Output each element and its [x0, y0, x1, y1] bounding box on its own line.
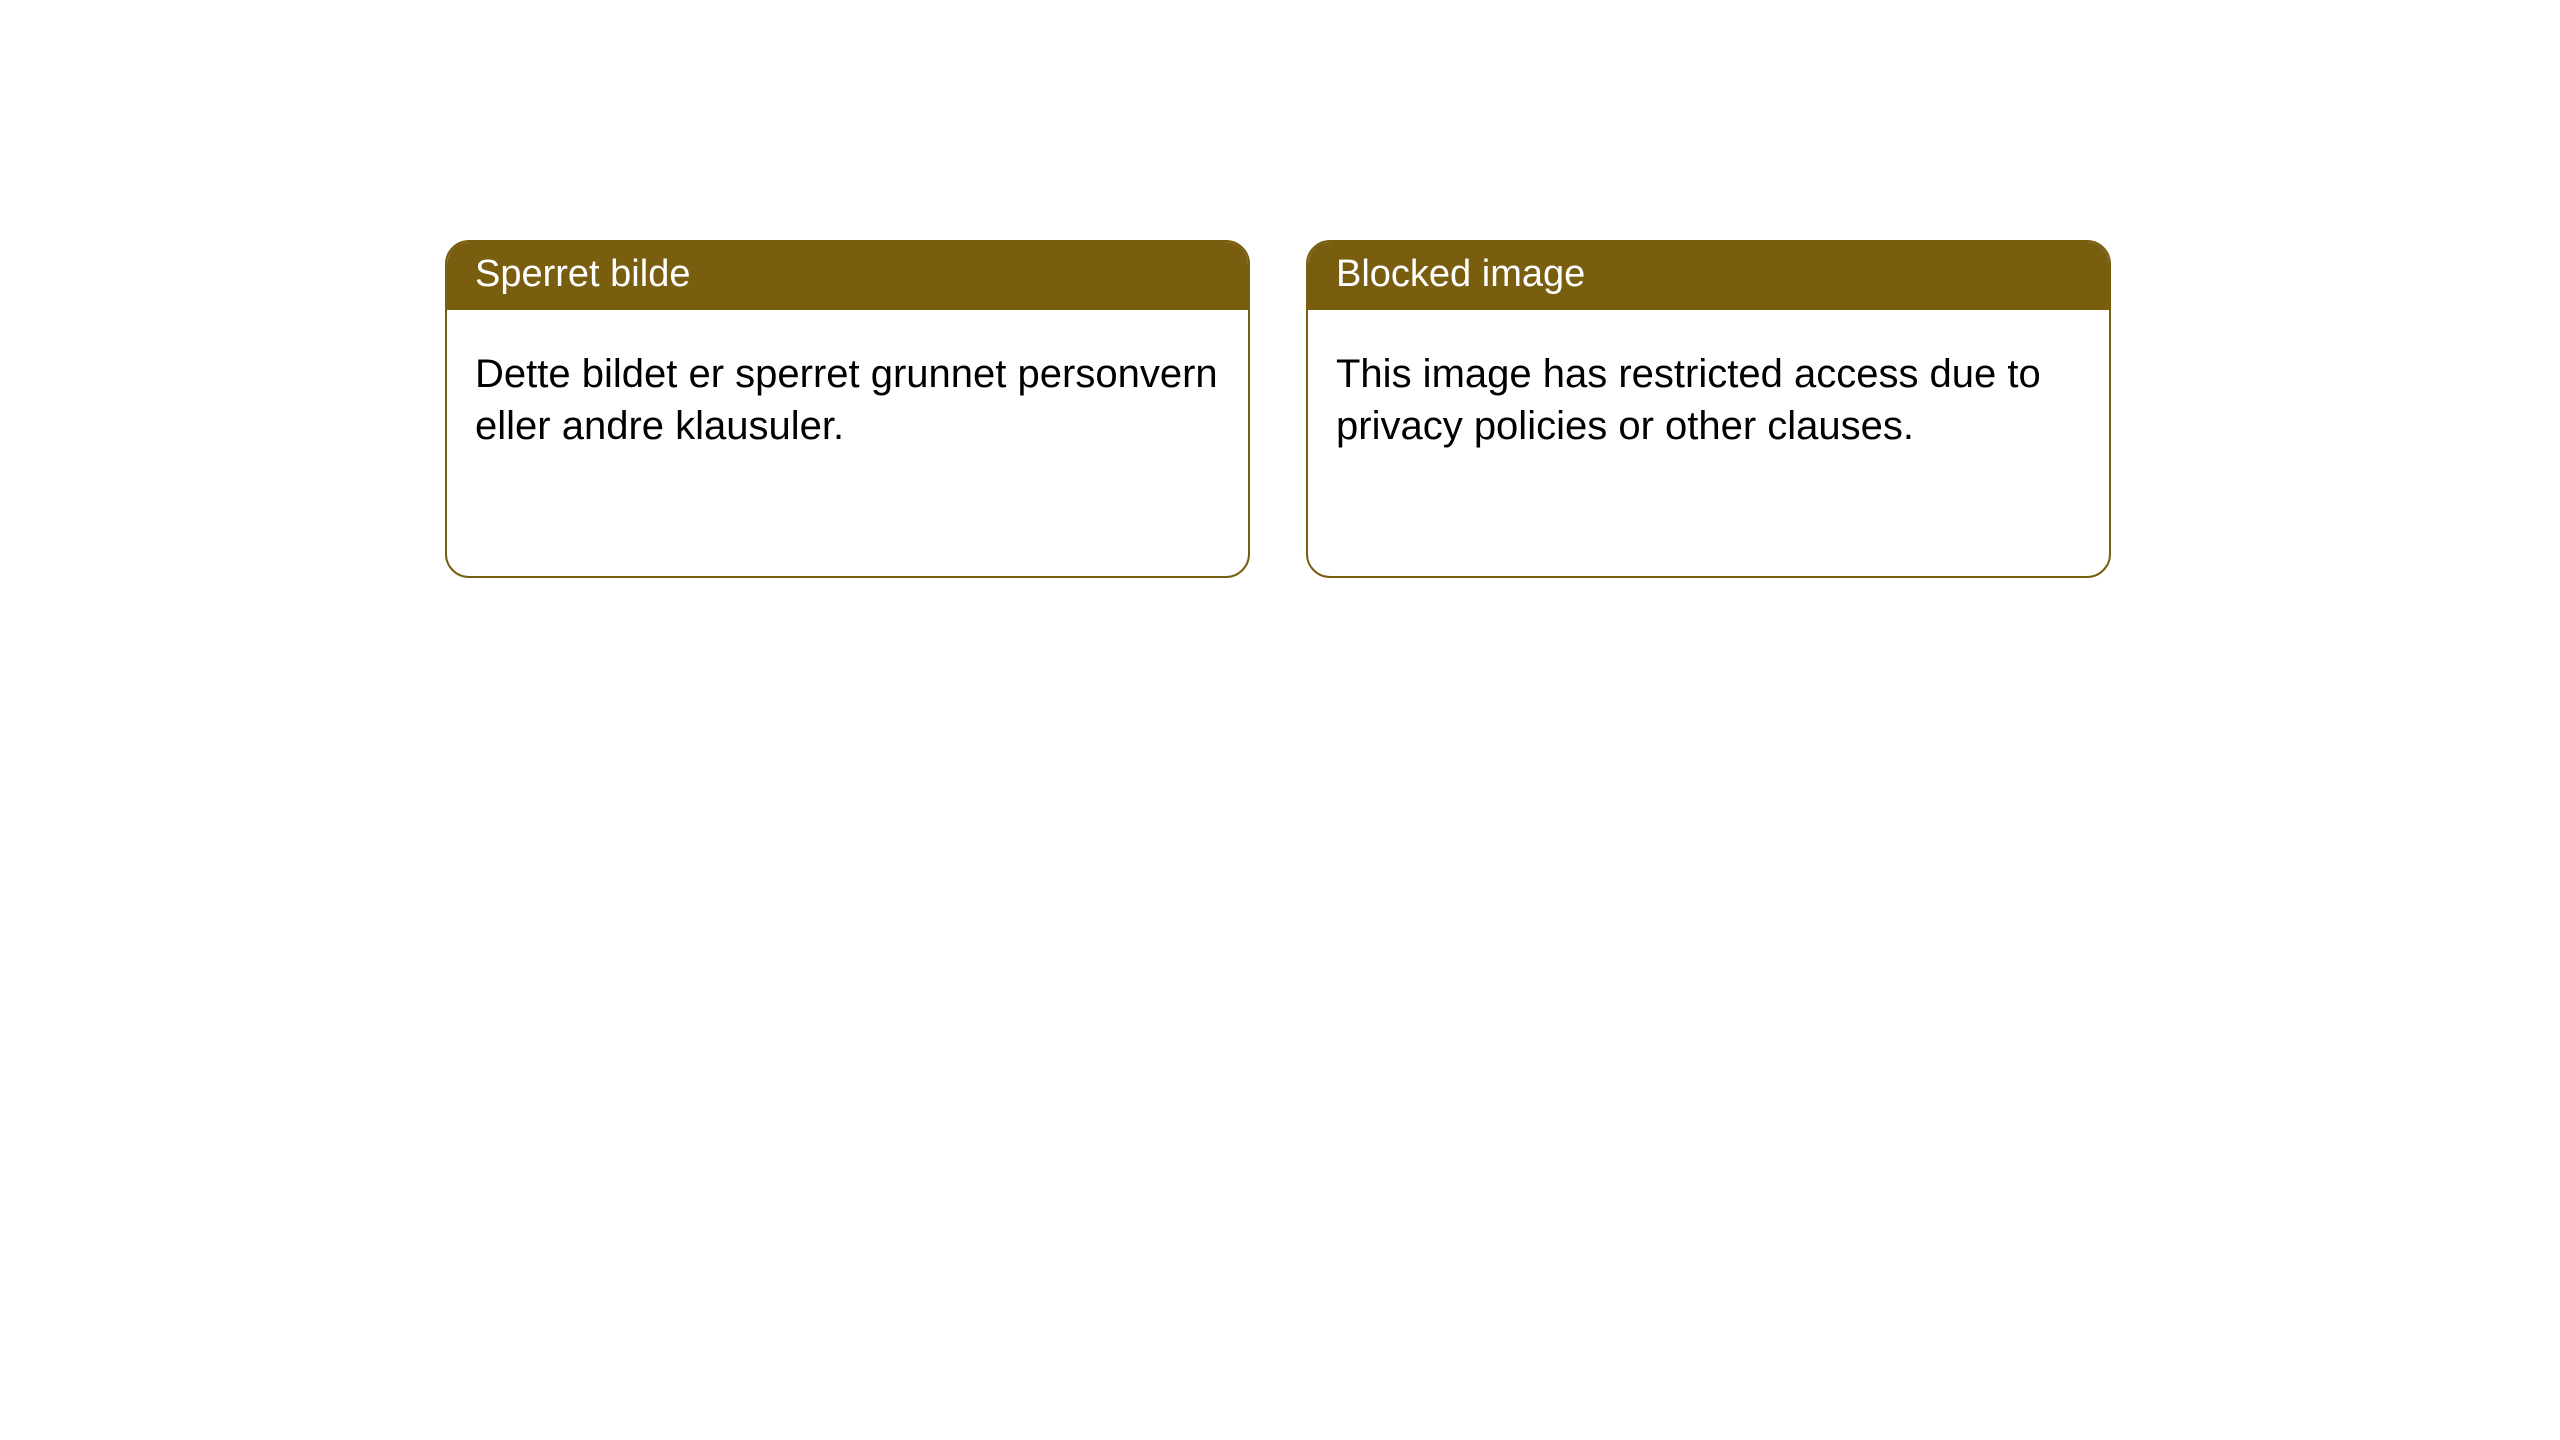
- notice-card-norwegian: Sperret bilde Dette bildet er sperret gr…: [445, 240, 1250, 578]
- notice-body-norwegian: Dette bildet er sperret grunnet personve…: [447, 310, 1248, 490]
- notice-card-english: Blocked image This image has restricted …: [1306, 240, 2111, 578]
- notice-title-english: Blocked image: [1308, 242, 2109, 310]
- notice-container: Sperret bilde Dette bildet er sperret gr…: [0, 0, 2560, 578]
- notice-title-norwegian: Sperret bilde: [447, 242, 1248, 310]
- notice-body-english: This image has restricted access due to …: [1308, 310, 2109, 490]
